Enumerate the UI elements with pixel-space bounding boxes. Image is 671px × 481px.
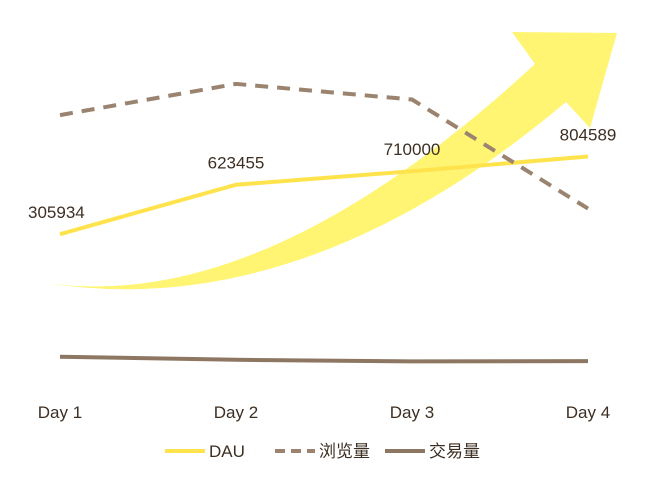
data-labels-layer: 305934 623455 710000 804589 — [28, 125, 616, 222]
legend-label: 浏览量 — [319, 442, 370, 461]
legend-label: 交易量 — [429, 442, 480, 461]
data-label-2: 710000 — [384, 140, 441, 159]
data-label-0: 305934 — [28, 203, 85, 222]
data-label-3: 804589 — [560, 125, 617, 144]
legend-label: DAU — [209, 442, 245, 461]
series-line-2 — [59, 354, 589, 364]
x-axis: Day 1 Day 2 Day 3 Day 4 — [38, 403, 610, 422]
series-line-1 — [59, 81, 590, 211]
x-tick-label: Day 1 — [38, 403, 82, 422]
x-tick-label: Day 2 — [214, 403, 258, 422]
data-label-1: 623455 — [208, 154, 265, 173]
legend-item-0[interactable]: DAU — [165, 442, 245, 461]
x-tick-label: Day 4 — [566, 403, 610, 422]
series-layer — [59, 81, 590, 364]
series-line-0 — [59, 154, 589, 237]
decorative-arrow-icon — [40, 32, 617, 290]
legend: DAU 浏览量 交易量 — [165, 442, 480, 461]
x-tick-label: Day 3 — [390, 403, 434, 422]
legend-item-1[interactable]: 浏览量 — [275, 442, 370, 461]
legend-item-2[interactable]: 交易量 — [385, 442, 480, 461]
